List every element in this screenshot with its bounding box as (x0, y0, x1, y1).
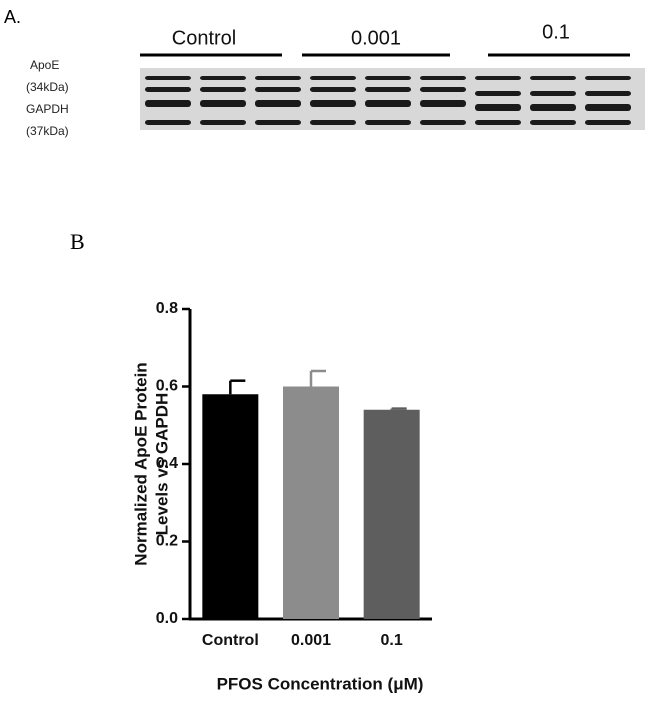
blot-band (475, 76, 521, 80)
blot-band (310, 87, 356, 92)
band-label: (34kDa) (26, 80, 69, 94)
blot-band (475, 91, 521, 96)
y-axis-label: Levels vs GAPDH (152, 393, 171, 536)
blot-band (420, 87, 466, 92)
blot-band (145, 100, 191, 107)
blot-bands (145, 76, 631, 125)
blot-band (585, 104, 631, 111)
blot-band (310, 100, 356, 107)
blot-band (420, 100, 466, 107)
blot-band (200, 76, 246, 80)
lane-label: Control (172, 27, 236, 49)
panel-label: A. (4, 7, 21, 27)
y-tick-label: 0.2 (156, 533, 178, 550)
lane-label: 0.1 (542, 21, 570, 43)
bar (283, 386, 339, 619)
x-tick-label: Control (202, 632, 259, 649)
x-axis-label: PFOS Concentration (μM) (217, 674, 424, 693)
blot-band (365, 76, 411, 80)
blot-band (255, 120, 301, 125)
blot-band (255, 76, 301, 80)
blot-band (310, 120, 356, 125)
panel-label: B (70, 229, 85, 254)
y-axis-label: Normalized ApoE Protein (131, 362, 150, 565)
blot-band (365, 87, 411, 92)
blot-band (530, 104, 576, 111)
blot-band (585, 120, 631, 125)
blot-band (585, 76, 631, 80)
blot-band (530, 91, 576, 96)
blot-band (365, 120, 411, 125)
blot-band (475, 104, 521, 111)
y-tick-label: 0.4 (156, 455, 178, 472)
blot-band (255, 100, 301, 107)
y-tick-label: 0.0 (156, 610, 178, 627)
blot-band (145, 120, 191, 125)
blot-band (475, 120, 521, 125)
x-tick-label: 0.001 (291, 632, 331, 649)
blot-band (310, 76, 356, 80)
y-tick-label: 0.8 (156, 300, 178, 317)
band-label: (37kDa) (26, 124, 69, 138)
band-label: ApoE (30, 58, 59, 72)
blot-band (145, 76, 191, 80)
bar (202, 394, 259, 619)
y-tick-label: 0.6 (156, 378, 178, 395)
x-tick-label: 0.1 (381, 632, 403, 649)
blot-band (200, 120, 246, 125)
band-label: GAPDH (26, 102, 69, 116)
blot-band (255, 87, 301, 92)
blot-band (145, 87, 191, 92)
blot-band (530, 76, 576, 80)
bar (363, 409, 420, 619)
blot-band (365, 100, 411, 107)
blot-band (200, 87, 246, 92)
blot-band (585, 91, 631, 96)
lane-label: 0.001 (351, 27, 401, 49)
blot-band (420, 120, 466, 125)
blot-band (200, 100, 246, 107)
blot-band (420, 76, 466, 80)
blot-band (530, 120, 576, 125)
